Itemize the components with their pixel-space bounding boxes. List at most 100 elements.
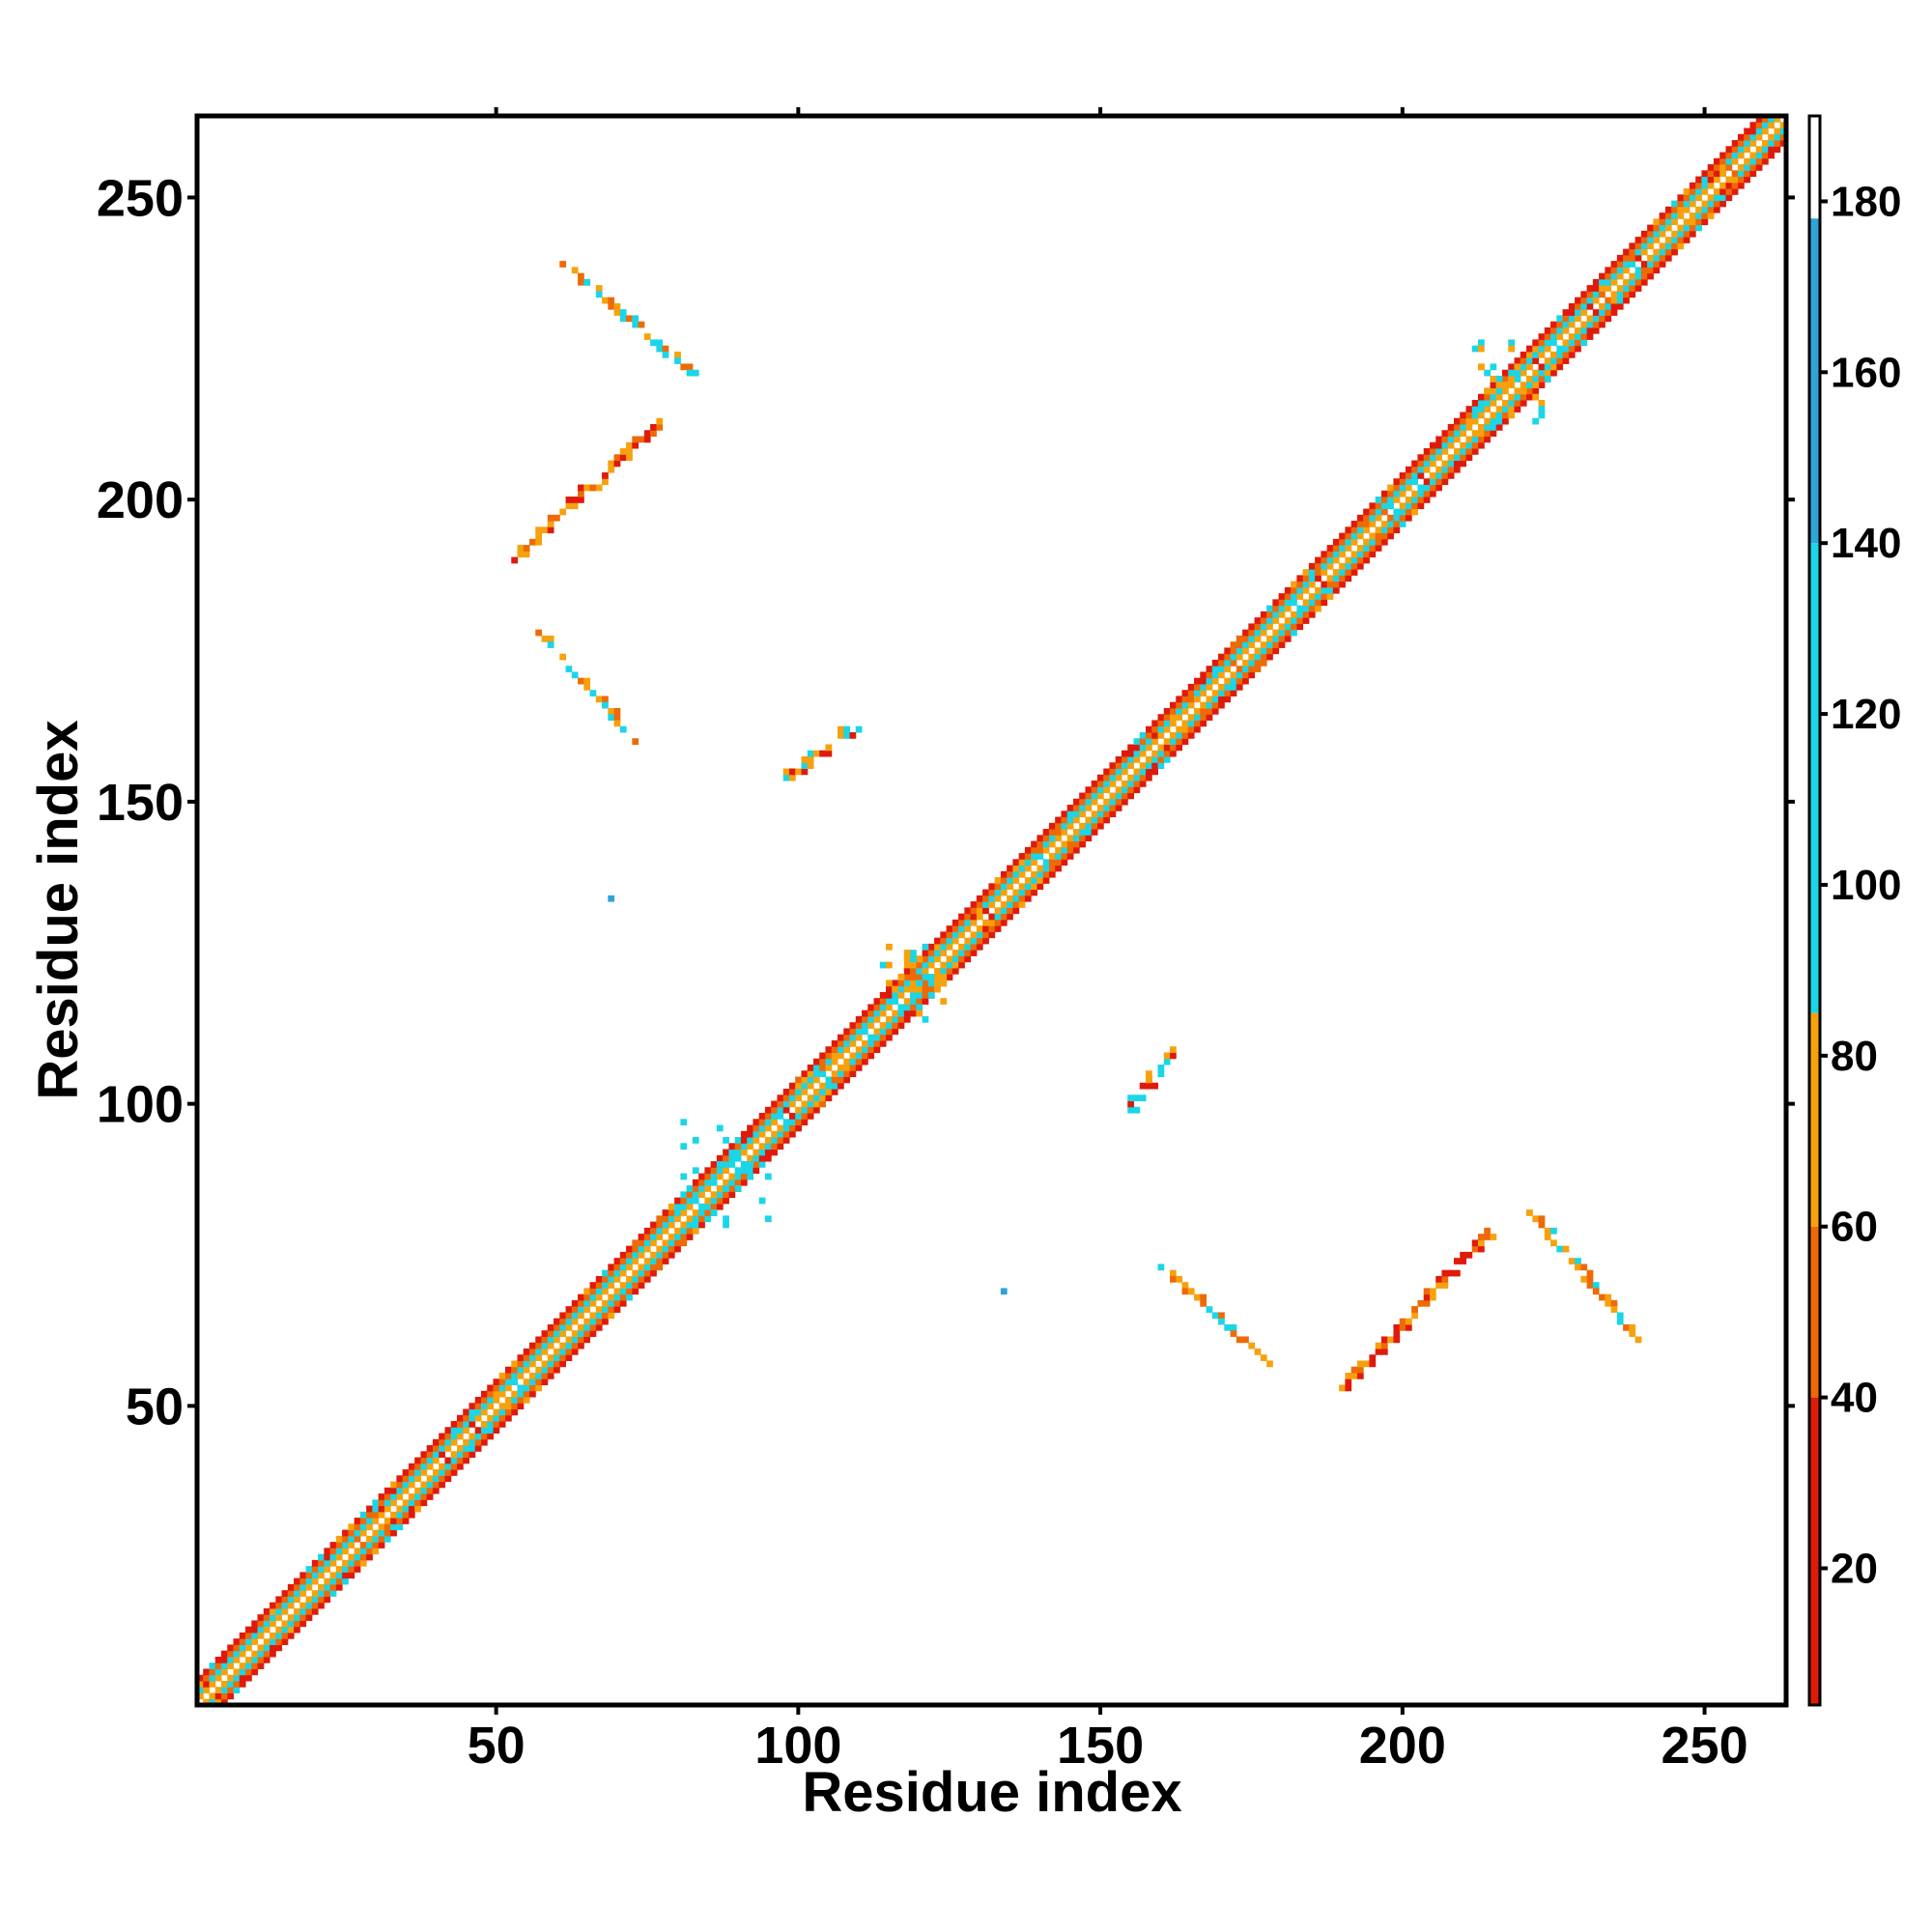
diagonal-cell	[1441, 472, 1449, 479]
diagonal-cell	[1254, 647, 1262, 655]
diagonal-cell	[1254, 653, 1262, 661]
contact-cell	[1610, 1306, 1618, 1313]
diagonal-cell	[1689, 200, 1696, 208]
diagonal-cell	[469, 1414, 476, 1422]
diagonal-cell	[1556, 345, 1564, 353]
diagonal-cell	[1580, 321, 1588, 328]
contact-cell	[916, 1009, 923, 1017]
diagonal-cell	[1774, 133, 1781, 141]
diagonal-cell	[934, 955, 941, 963]
diagonal-cell	[1610, 278, 1618, 286]
diagonal-cell	[922, 980, 929, 987]
diagonal-cell	[958, 950, 965, 956]
contact-cell	[910, 991, 917, 999]
contact-cell	[1538, 406, 1546, 412]
diagonal-cell	[1121, 762, 1128, 770]
contact-cell	[1339, 1384, 1346, 1392]
diagonal-cell	[632, 1288, 639, 1295]
diagonal-cell	[1236, 683, 1243, 691]
diagonal-cell	[1194, 714, 1201, 721]
contact-cell	[940, 980, 948, 987]
diagonal-cell	[771, 1100, 778, 1108]
diagonal-cell	[1091, 798, 1098, 806]
diagonal-cell	[1356, 521, 1364, 527]
diagonal-cell	[444, 1427, 452, 1435]
diagonal-cell	[1061, 859, 1068, 867]
diagonal-cell	[1707, 206, 1715, 213]
diagonal-cell	[1568, 315, 1576, 323]
diagonal-cell	[1744, 140, 1750, 147]
diagonal-cell	[1629, 261, 1636, 268]
diagonal-cell	[758, 1124, 766, 1132]
diagonal-cell	[1012, 859, 1020, 867]
contact-cell	[643, 333, 651, 340]
diagonal-cell	[1007, 883, 1013, 891]
diagonal-cell	[1707, 164, 1715, 171]
diagonal-cell	[1677, 194, 1685, 202]
diagonal-cell	[619, 1299, 627, 1307]
diagonal-cell	[1495, 387, 1503, 395]
diagonal-cell	[559, 1312, 567, 1320]
diagonal-cell	[456, 1427, 464, 1435]
diagonal-cell	[547, 1323, 554, 1331]
diagonal-cell	[1695, 182, 1702, 189]
diagonal-cell	[1484, 399, 1492, 407]
diagonal-cell	[1187, 720, 1195, 727]
diagonal-cell	[680, 1191, 688, 1199]
diagonal-cell	[1471, 412, 1479, 419]
diagonal-cell	[1224, 666, 1232, 672]
diagonal-cell	[927, 943, 935, 951]
diagonal-cell	[342, 1542, 349, 1548]
contact-cell	[1441, 1282, 1449, 1289]
diagonal-cell	[1278, 611, 1286, 618]
contact-cell	[608, 466, 615, 473]
diagonal-cell	[1508, 399, 1516, 407]
diagonal-cell	[1610, 297, 1618, 304]
diagonal-cell	[1695, 194, 1702, 202]
diagonal-cell	[1176, 707, 1183, 715]
contact-cell	[1127, 1100, 1134, 1108]
diagonal-cell	[1623, 248, 1630, 256]
diagonal-cell	[812, 1106, 820, 1114]
diagonal-cell	[1514, 387, 1521, 395]
diagonal-cell	[275, 1626, 283, 1634]
diagonal-cell	[1405, 497, 1412, 503]
diagonal-cell	[1163, 720, 1171, 727]
diagonal-cell	[1677, 230, 1685, 238]
diagonal-cell	[1157, 750, 1165, 757]
diagonal-cell	[1623, 297, 1630, 304]
diagonal-cell	[1737, 170, 1745, 178]
diagonal-cell	[807, 1094, 814, 1102]
diagonal-cell	[704, 1215, 712, 1223]
diagonal-cell	[203, 1687, 211, 1693]
diagonal-cell	[1369, 521, 1377, 527]
diagonal-cell	[480, 1427, 488, 1435]
diagonal-cell	[1441, 460, 1449, 468]
diagonal-cell	[1605, 309, 1612, 316]
diagonal-cell	[426, 1451, 434, 1459]
diagonal-cell	[807, 1076, 814, 1084]
colorbar-tick-label: 180	[1831, 178, 1901, 225]
diagonal-cell	[214, 1674, 222, 1682]
diagonal-cell	[1647, 224, 1654, 232]
diagonal-cell	[281, 1626, 289, 1634]
diagonal-cell	[487, 1414, 494, 1422]
diagonal-cell	[1719, 200, 1726, 208]
diagonal-cell	[1224, 677, 1232, 685]
diagonal-cell	[1345, 575, 1352, 582]
diagonal-cell	[952, 961, 959, 969]
diagonal-cell	[1339, 538, 1346, 546]
diagonal-cell	[504, 1397, 512, 1404]
diagonal-cell	[910, 998, 917, 1005]
diagonal-cell	[1266, 647, 1273, 655]
diagonal-cell	[897, 1004, 905, 1011]
diagonal-cell	[1387, 514, 1394, 522]
diagonal-cell	[1218, 666, 1225, 672]
diagonal-cell	[982, 901, 989, 908]
diagonal-cell	[366, 1553, 373, 1561]
diagonal-cell	[1664, 218, 1672, 226]
diagonal-cell	[740, 1149, 748, 1156]
diagonal-cell	[656, 1215, 664, 1223]
diagonal-cell	[825, 1094, 833, 1102]
